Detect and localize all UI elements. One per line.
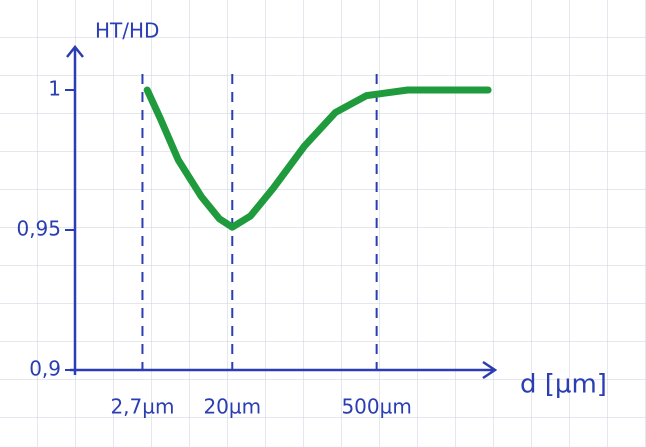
y-axis-label: HT/HD xyxy=(95,19,159,43)
y-tick-label: 0,95 xyxy=(16,217,61,241)
y-tick-label: 1 xyxy=(48,77,61,101)
x-axis-label: d [µm] xyxy=(520,370,607,400)
x-tick-label: 500µm xyxy=(341,395,411,419)
chart: HT/HD d [µm] 0,9 0,95 1 2,7µm 20µm 500µm xyxy=(0,0,646,447)
y-tick-label: 0,9 xyxy=(29,357,61,381)
x-tick-label: 2,7µm xyxy=(110,395,174,419)
x-tick-label: 20µm xyxy=(203,395,261,419)
